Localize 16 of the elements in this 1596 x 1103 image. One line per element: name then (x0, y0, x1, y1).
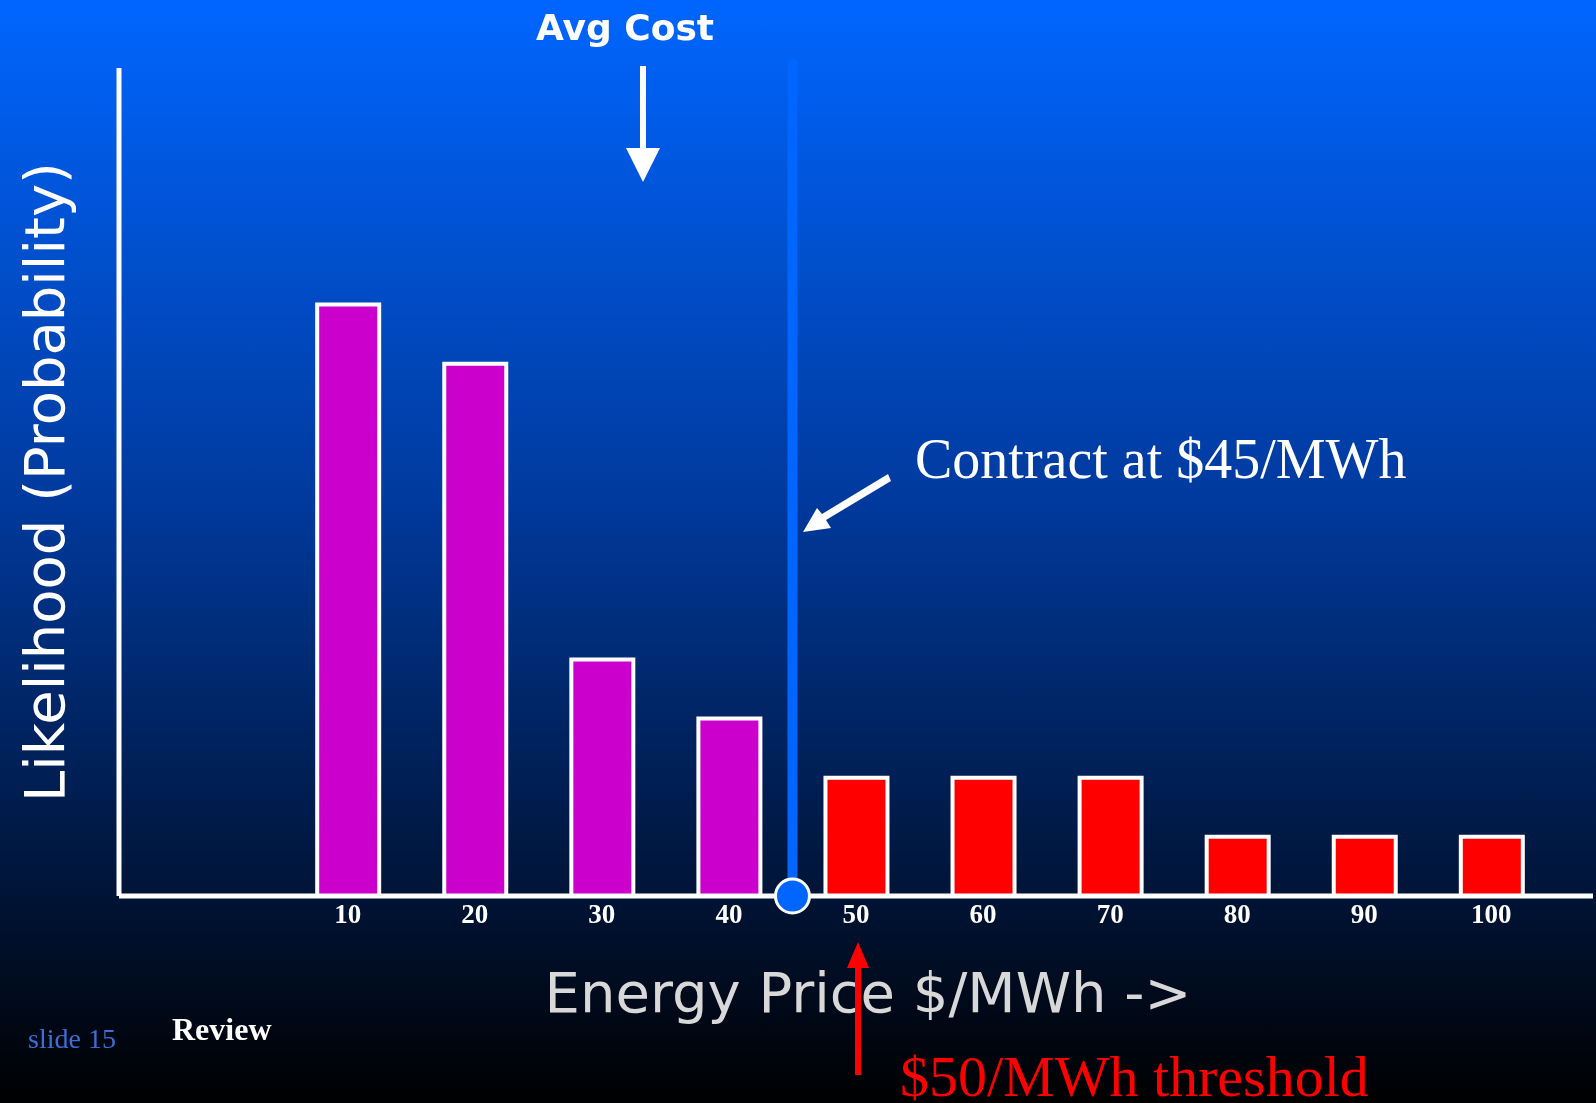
x-tick-label: 70 (1096, 899, 1124, 930)
x-tick-label: 90 (1350, 899, 1378, 930)
x-tick-label: 30 (588, 899, 616, 930)
y-axis-title: Likelihood (Probability) (12, 162, 77, 802)
x-tick-label: 80 (1223, 899, 1251, 930)
x-tick-label: 20 (461, 899, 489, 930)
x-tick-label: 100 (1471, 899, 1512, 930)
x-tick-label: 10 (334, 899, 362, 930)
ref-line-label: Contract at $45/MWh (915, 428, 1407, 490)
text: Avg Cost (535, 7, 715, 48)
x-tick-label: 50 (842, 899, 870, 930)
text: Review (172, 1011, 272, 1047)
x-tick-label: 40 (715, 899, 743, 930)
x-tick-label: 60 (969, 899, 997, 930)
text: $50/MWh threshold (900, 1044, 1369, 1103)
text: slide 15 (28, 1023, 116, 1054)
